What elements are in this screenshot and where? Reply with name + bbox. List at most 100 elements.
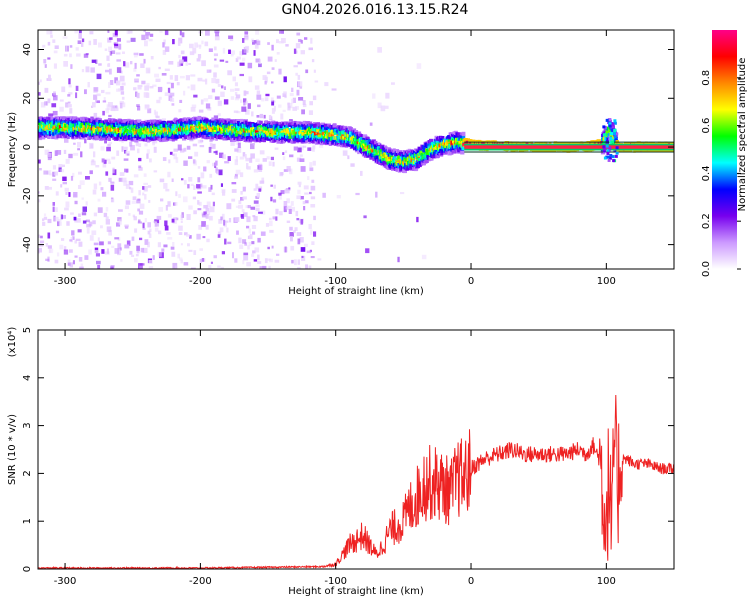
noise-cell — [218, 219, 223, 224]
ridge-cell — [255, 138, 260, 141]
ridge-cell — [250, 138, 255, 142]
ridge-cell — [374, 145, 378, 149]
noise-cell — [75, 85, 79, 91]
noise-cell — [299, 158, 305, 162]
noise-cell — [77, 40, 82, 44]
noise-cell — [280, 190, 285, 195]
noise-cell — [152, 255, 155, 260]
ridge-cell — [192, 125, 196, 130]
noise-cell — [81, 38, 85, 43]
noise-cell — [133, 87, 137, 91]
noise-cell — [240, 214, 244, 218]
ridge-cell — [351, 144, 356, 148]
noise-cell — [65, 158, 70, 164]
ridge-cell — [328, 129, 333, 133]
noise-cell — [47, 245, 52, 249]
noise-cell — [147, 222, 151, 228]
noise-cell — [145, 32, 151, 36]
noise-cell — [224, 161, 230, 164]
noise-cell — [270, 184, 273, 187]
noise-cell — [220, 216, 223, 221]
noise-cell — [93, 212, 98, 217]
ridge-cell — [158, 119, 162, 123]
ridge-cell — [453, 150, 457, 154]
noise-cell — [190, 84, 196, 91]
noise-cell — [63, 53, 68, 57]
noise-cell — [240, 197, 244, 201]
noise-cell — [206, 238, 210, 243]
ridge-cell — [134, 138, 139, 143]
noise-cell — [135, 91, 138, 97]
ridge-cell — [327, 123, 331, 127]
noise-cell — [290, 201, 294, 206]
noise-cell — [57, 221, 60, 227]
noise-cell — [84, 89, 87, 95]
noise-cell — [234, 217, 240, 222]
noise-cell — [244, 36, 249, 41]
noise-cell — [72, 172, 75, 178]
ridge-cell — [121, 125, 124, 129]
noise-cell — [125, 184, 130, 189]
noise-cell — [142, 186, 145, 190]
noise-cell — [159, 87, 163, 91]
noise-cell — [297, 181, 302, 185]
noise-cell — [93, 151, 96, 158]
noise-cell — [58, 166, 62, 172]
ridge-cell — [287, 138, 291, 143]
noise-cell — [73, 216, 77, 221]
ridge-cell — [113, 128, 118, 132]
noise-cell — [164, 46, 170, 52]
ridge-cell — [148, 122, 153, 127]
noise-cell — [385, 92, 390, 99]
noise-cell — [296, 232, 302, 236]
noise-cell — [64, 137, 69, 143]
noise-cell — [261, 177, 265, 183]
noise-cell — [293, 65, 298, 68]
noise-cell — [258, 164, 263, 170]
noise-cell — [304, 200, 309, 204]
noise-cell — [105, 158, 111, 162]
noise-cell — [167, 171, 171, 178]
noise-cell — [58, 164, 63, 168]
noise-cell — [137, 198, 141, 201]
ridge-cell — [168, 135, 173, 139]
noise-cell — [163, 39, 166, 45]
ridge-cell — [187, 123, 192, 128]
noise-cell — [68, 153, 73, 159]
noise-cell — [248, 241, 252, 246]
noise-cell — [261, 98, 265, 102]
noise-cell — [102, 110, 105, 116]
noise-cell — [297, 238, 301, 245]
noise-cell — [79, 30, 82, 34]
ridge-cell — [393, 156, 397, 160]
noise-cell — [310, 37, 313, 44]
noise-cell — [197, 139, 203, 144]
ridge-cell — [120, 119, 125, 123]
noise-cell — [158, 230, 162, 235]
noise-cell — [154, 223, 159, 227]
noise-cell — [146, 82, 150, 89]
noise-cell — [213, 46, 217, 51]
noise-cell — [200, 183, 203, 188]
noise-cell — [213, 72, 217, 78]
noise-cell — [82, 220, 87, 224]
noise-cell — [134, 228, 138, 233]
ridge-cell — [51, 134, 55, 139]
noise-cell — [93, 94, 98, 100]
noise-cell — [283, 76, 287, 83]
ridge-cell — [465, 138, 470, 143]
noise-cell — [205, 224, 209, 230]
noise-cell — [121, 177, 127, 183]
noise-cell — [184, 232, 188, 236]
noise-cell — [342, 150, 348, 156]
ridge-cell — [186, 130, 191, 135]
noise-cell — [119, 247, 122, 251]
noise-cell — [103, 212, 108, 218]
noise-cell — [247, 62, 253, 69]
noise-cell — [218, 169, 223, 176]
noise-cell — [169, 92, 175, 97]
ridge-cell — [253, 123, 258, 128]
noise-cell — [179, 257, 183, 261]
noise-cell — [258, 59, 261, 65]
